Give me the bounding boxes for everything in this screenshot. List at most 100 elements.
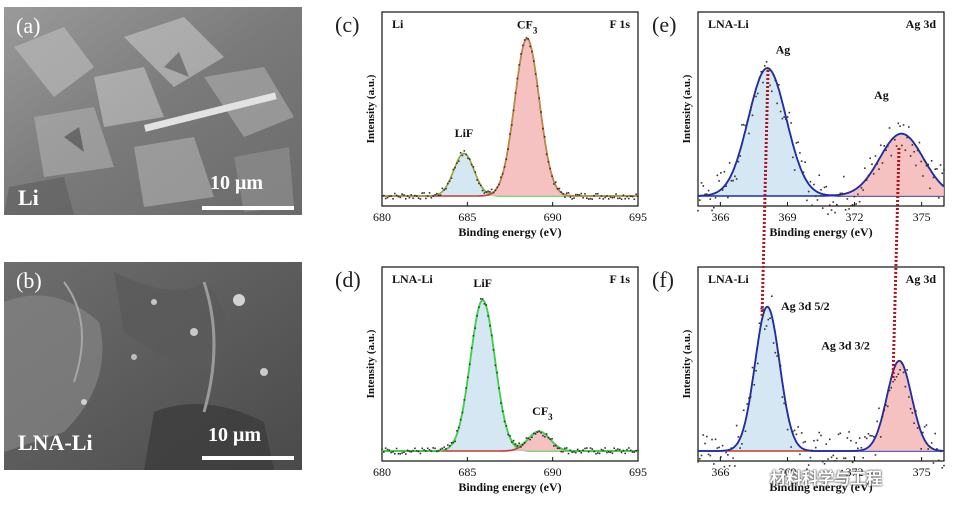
- data-point: [792, 430, 794, 433]
- data-point: [571, 198, 573, 200]
- data-point: [871, 163, 873, 166]
- data-point: [813, 183, 815, 186]
- data-point: [762, 81, 764, 84]
- guide-line-left: [760, 69, 770, 319]
- data-point: [609, 451, 612, 453]
- data-point: [618, 448, 621, 451]
- peak-label-subscript: 3: [548, 412, 553, 422]
- data-point: [713, 206, 715, 209]
- data-point: [785, 118, 787, 120]
- peak-label: Ag 3d 5/2: [781, 299, 830, 313]
- x-axis-label: Binding energy (eV): [458, 225, 561, 239]
- data-point: [929, 446, 931, 448]
- data-point: [445, 187, 447, 190]
- data-point: [827, 458, 829, 460]
- data-point: [807, 464, 810, 466]
- data-point: [549, 167, 552, 170]
- data-point: [547, 160, 550, 163]
- data-point: [551, 437, 553, 440]
- data-point: [718, 180, 720, 182]
- data-point: [767, 67, 770, 70]
- data-point: [445, 448, 447, 450]
- data-point: [915, 410, 917, 412]
- data-point: [901, 362, 903, 364]
- data-point: [702, 434, 705, 436]
- data-point: [714, 196, 717, 199]
- data-point: [714, 438, 717, 441]
- data-point: [725, 185, 727, 187]
- data-point: [611, 452, 614, 455]
- data-point: [479, 297, 482, 300]
- data-point: [487, 190, 489, 193]
- peak-fill-0: [698, 68, 944, 196]
- data-point: [558, 447, 561, 450]
- data-point: [788, 421, 791, 423]
- data-point: [853, 456, 856, 458]
- data-point: [500, 176, 502, 179]
- data-point: [421, 192, 424, 194]
- data-point: [751, 366, 754, 369]
- data-point: [832, 201, 835, 203]
- data-point: [459, 418, 462, 421]
- data-point: [939, 450, 942, 453]
- data-point: [867, 433, 870, 435]
- data-point: [419, 452, 422, 455]
- data-point: [930, 442, 933, 444]
- data-point: [864, 167, 866, 169]
- data-point: [716, 447, 719, 449]
- data-point: [437, 194, 440, 197]
- data-point: [527, 437, 530, 440]
- data-point: [607, 198, 610, 200]
- data-point: [894, 378, 896, 381]
- data-point: [439, 194, 442, 196]
- data-point: [419, 198, 422, 200]
- data-point: [629, 449, 632, 452]
- data-point: [860, 446, 863, 449]
- sem-texture-b: [4, 262, 302, 470]
- data-point: [776, 102, 778, 105]
- data-point: [575, 451, 577, 454]
- data-point: [474, 327, 477, 329]
- data-point: [481, 298, 484, 300]
- data-point: [516, 445, 519, 447]
- data-point: [728, 464, 731, 467]
- data-point: [633, 198, 636, 201]
- data-point: [492, 349, 495, 351]
- data-point: [523, 39, 526, 41]
- plot-frame: [381, 11, 639, 207]
- data-point: [814, 195, 817, 197]
- data-point: [753, 383, 756, 386]
- data-point: [518, 442, 520, 445]
- data-point: [468, 158, 471, 161]
- data-point: [872, 173, 875, 175]
- data-point: [575, 193, 577, 196]
- data-point: [744, 124, 747, 127]
- data-point: [857, 447, 859, 450]
- data-point: [404, 197, 407, 200]
- data-point: [886, 405, 889, 408]
- data-point: [586, 447, 588, 449]
- data-point: [576, 448, 579, 451]
- x-axis-label: Binding energy (eV): [458, 480, 561, 494]
- data-point: [498, 183, 500, 186]
- data-point: [916, 149, 919, 152]
- data-point: [587, 198, 590, 200]
- x-tick-label: 375: [913, 465, 931, 479]
- data-point: [899, 369, 901, 371]
- data-point: [430, 196, 433, 199]
- data-point: [723, 465, 726, 468]
- data-point: [806, 199, 808, 202]
- envelope-fit: [382, 299, 638, 452]
- data-point: [622, 194, 625, 196]
- data-point: [802, 441, 805, 444]
- data-point: [869, 157, 871, 160]
- data-point: [496, 186, 498, 189]
- data-point: [707, 453, 710, 456]
- data-point: [846, 437, 849, 439]
- data-point: [582, 196, 584, 199]
- data-point: [615, 193, 617, 195]
- sem-caption-a: Li: [18, 185, 39, 210]
- data-point: [828, 438, 831, 441]
- data-point: [565, 447, 568, 449]
- data-point: [832, 454, 835, 457]
